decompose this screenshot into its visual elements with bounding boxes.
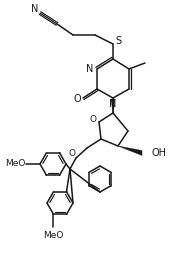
Text: S: S [115,36,121,46]
Text: N: N [31,4,39,14]
Polygon shape [111,99,115,113]
Text: N: N [86,64,94,74]
Text: N: N [109,99,117,109]
Text: O: O [73,94,81,104]
Text: MeO: MeO [5,159,25,169]
Text: OH: OH [151,148,166,158]
Text: O: O [89,116,96,124]
Polygon shape [118,146,142,156]
Text: MeO: MeO [43,231,64,240]
Text: O: O [68,149,75,157]
